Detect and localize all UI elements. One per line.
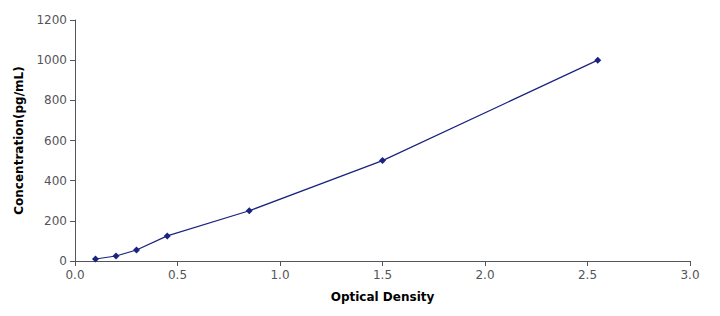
svg-text:0.5: 0.5	[168, 268, 187, 282]
svg-text:2.5: 2.5	[578, 268, 597, 282]
svg-text:0: 0	[59, 254, 67, 268]
svg-text:400: 400	[44, 174, 67, 188]
svg-text:2.0: 2.0	[475, 268, 494, 282]
svg-text:Concentration(pg/mL): Concentration(pg/mL)	[12, 66, 26, 214]
svg-text:600: 600	[44, 134, 67, 148]
svg-text:Optical Density: Optical Density	[331, 290, 435, 304]
svg-text:1200: 1200	[36, 13, 67, 27]
svg-text:800: 800	[44, 93, 67, 107]
svg-text:0.0: 0.0	[65, 268, 84, 282]
svg-text:1000: 1000	[36, 53, 67, 67]
svg-text:1.5: 1.5	[373, 268, 392, 282]
svg-text:3.0: 3.0	[680, 268, 699, 282]
svg-text:200: 200	[44, 214, 67, 228]
svg-text:1.0: 1.0	[270, 268, 289, 282]
